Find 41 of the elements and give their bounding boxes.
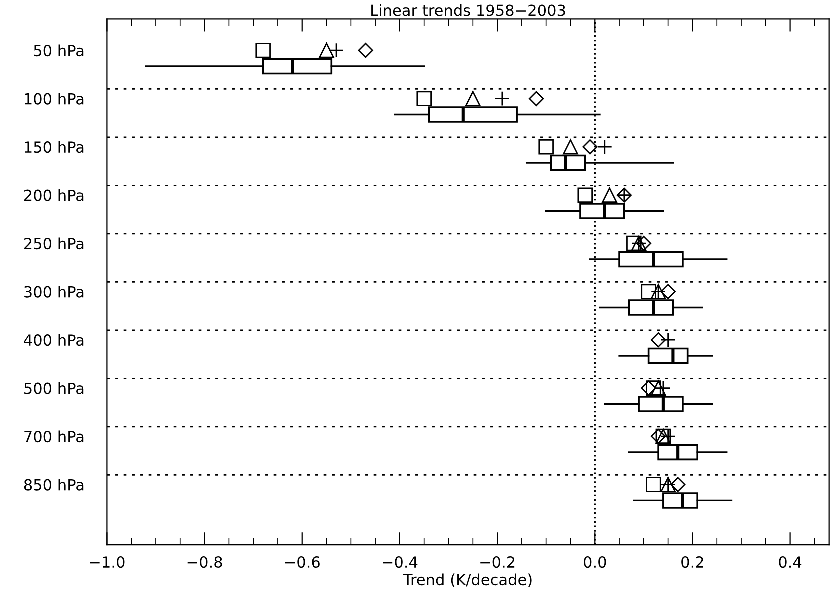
- point: [466, 91, 481, 106]
- x-tick-label: −0.4: [383, 556, 418, 568]
- y-tick-label: 150 hPa: [25, 141, 84, 154]
- x-tick-label: 0.4: [779, 556, 802, 568]
- y-tick-label: 400 hPa: [24, 334, 84, 346]
- y-tick-label: 500 hPa: [24, 382, 84, 394]
- point: [358, 43, 374, 58]
- point: [626, 236, 642, 252]
- point: [641, 380, 656, 396]
- point: [256, 42, 271, 58]
- point: [641, 284, 656, 300]
- y-tick-label: 300 hPa: [24, 286, 84, 298]
- x-tick-label: −0.8: [188, 556, 222, 568]
- point: [650, 332, 666, 348]
- x-tick-label: −0.2: [480, 556, 515, 568]
- x-tick-label: −0.6: [285, 556, 320, 568]
- point: [319, 42, 334, 58]
- y-tick-label: 700 hPa: [24, 430, 84, 443]
- point: [670, 477, 686, 492]
- x-tick-label: 0.0: [584, 556, 606, 568]
- point: [582, 140, 598, 155]
- chart-title: Linear trends 1958−2003: [372, 4, 566, 16]
- point: [578, 188, 594, 203]
- x-tick-label: −1.0: [90, 556, 125, 568]
- x-tick-label: 0.2: [682, 556, 704, 568]
- point: [602, 188, 618, 203]
- point: [416, 91, 432, 106]
- y-tick-label: 50 hPa: [34, 44, 84, 57]
- point: [660, 284, 676, 300]
- point: [646, 380, 662, 396]
- y-tick-label: 200 hPa: [24, 190, 84, 202]
- x-axis-title: Trend (K/decade): [403, 574, 532, 588]
- point: [650, 428, 666, 444]
- point: [563, 139, 578, 155]
- y-tick-label: 100 hPa: [25, 93, 84, 105]
- y-tick-label: 250 hPa: [24, 238, 84, 250]
- point: [529, 91, 544, 106]
- y-tick-label: 850 hPa: [24, 478, 84, 491]
- point: [646, 477, 662, 492]
- point: [636, 236, 652, 252]
- point: [538, 139, 554, 155]
